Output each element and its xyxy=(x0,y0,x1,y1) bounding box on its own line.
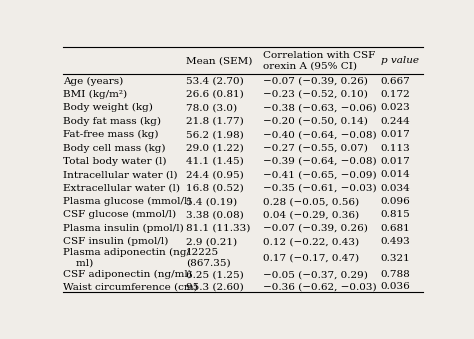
Text: 78.0 (3.0): 78.0 (3.0) xyxy=(186,103,237,113)
Text: CSF adiponectin (ng/ml): CSF adiponectin (ng/ml) xyxy=(63,270,192,279)
Text: 0.788: 0.788 xyxy=(381,270,410,279)
Text: 0.023: 0.023 xyxy=(381,103,410,113)
Text: 12225
(867.35): 12225 (867.35) xyxy=(186,248,231,268)
Text: −0.23 (−0.52, 0.10): −0.23 (−0.52, 0.10) xyxy=(263,90,368,99)
Text: Waist circumference (cm): Waist circumference (cm) xyxy=(63,282,198,291)
Text: 2.9 (0.21): 2.9 (0.21) xyxy=(186,237,237,246)
Text: −0.41 (−0.65, −0.09): −0.41 (−0.65, −0.09) xyxy=(263,170,377,179)
Text: 16.8 (0.52): 16.8 (0.52) xyxy=(186,184,244,193)
Text: 0.17 (−0.17, 0.47): 0.17 (−0.17, 0.47) xyxy=(263,254,359,263)
Text: Correlation with CSF
orexin A (95% CI): Correlation with CSF orexin A (95% CI) xyxy=(263,51,375,71)
Text: CSF insulin (pmol/l): CSF insulin (pmol/l) xyxy=(63,237,168,246)
Text: Plasma glucose (mmol/l): Plasma glucose (mmol/l) xyxy=(63,197,191,206)
Text: 0.096: 0.096 xyxy=(381,197,410,206)
Text: BMI (kg/m²): BMI (kg/m²) xyxy=(63,90,127,99)
Text: −0.38 (−0.63, −0.06): −0.38 (−0.63, −0.06) xyxy=(263,103,377,113)
Text: 0.321: 0.321 xyxy=(381,254,410,263)
Text: −0.07 (−0.39, 0.26): −0.07 (−0.39, 0.26) xyxy=(263,77,368,86)
Text: −0.20 (−0.50, 0.14): −0.20 (−0.50, 0.14) xyxy=(263,117,368,126)
Text: 81.1 (11.33): 81.1 (11.33) xyxy=(186,224,250,233)
Text: Body fat mass (kg): Body fat mass (kg) xyxy=(63,117,161,126)
Text: 0.681: 0.681 xyxy=(381,224,410,233)
Text: 5.4 (0.19): 5.4 (0.19) xyxy=(186,197,237,206)
Text: Extracellular water (l): Extracellular water (l) xyxy=(63,184,180,193)
Text: −0.39 (−0.64, −0.08): −0.39 (−0.64, −0.08) xyxy=(263,157,377,166)
Text: Plasma insulin (pmol/l): Plasma insulin (pmol/l) xyxy=(63,224,183,233)
Text: Body weight (kg): Body weight (kg) xyxy=(63,103,153,113)
Text: 0.113: 0.113 xyxy=(381,143,410,153)
Text: −0.40 (−0.64, −0.08): −0.40 (−0.64, −0.08) xyxy=(263,130,377,139)
Text: 0.667: 0.667 xyxy=(381,77,410,86)
Text: 0.034: 0.034 xyxy=(381,184,410,193)
Text: 21.8 (1.77): 21.8 (1.77) xyxy=(186,117,244,126)
Text: −0.35 (−0.61, −0.03): −0.35 (−0.61, −0.03) xyxy=(263,184,377,193)
Text: 26.6 (0.81): 26.6 (0.81) xyxy=(186,90,244,99)
Text: Body cell mass (kg): Body cell mass (kg) xyxy=(63,143,165,153)
Text: 0.172: 0.172 xyxy=(381,90,410,99)
Text: 0.017: 0.017 xyxy=(381,130,410,139)
Text: 41.1 (1.45): 41.1 (1.45) xyxy=(186,157,244,166)
Text: 0.017: 0.017 xyxy=(381,157,410,166)
Text: 0.014: 0.014 xyxy=(381,170,410,179)
Text: −0.07 (−0.39, 0.26): −0.07 (−0.39, 0.26) xyxy=(263,224,368,233)
Text: Mean (SEM): Mean (SEM) xyxy=(186,56,252,65)
Text: 0.28 (−0.05, 0.56): 0.28 (−0.05, 0.56) xyxy=(263,197,359,206)
Text: CSF glucose (mmol/l): CSF glucose (mmol/l) xyxy=(63,211,176,219)
Text: 53.4 (2.70): 53.4 (2.70) xyxy=(186,77,244,86)
Text: p value: p value xyxy=(381,56,419,65)
Text: 0.04 (−0.29, 0.36): 0.04 (−0.29, 0.36) xyxy=(263,211,359,219)
Text: −0.36 (−0.62, −0.03): −0.36 (−0.62, −0.03) xyxy=(263,282,377,291)
Text: Total body water (l): Total body water (l) xyxy=(63,157,166,166)
Text: 0.244: 0.244 xyxy=(381,117,410,126)
Text: 56.2 (1.98): 56.2 (1.98) xyxy=(186,130,244,139)
Text: 95.3 (2.60): 95.3 (2.60) xyxy=(186,282,244,291)
Text: −0.27 (−0.55, 0.07): −0.27 (−0.55, 0.07) xyxy=(263,143,368,153)
Text: 3.38 (0.08): 3.38 (0.08) xyxy=(186,211,244,219)
Text: −0.05 (−0.37, 0.29): −0.05 (−0.37, 0.29) xyxy=(263,270,368,279)
Text: 0.493: 0.493 xyxy=(381,237,410,246)
Text: 29.0 (1.22): 29.0 (1.22) xyxy=(186,143,244,153)
Text: 24.4 (0.95): 24.4 (0.95) xyxy=(186,170,244,179)
Text: Age (years): Age (years) xyxy=(63,77,123,86)
Text: Fat-free mass (kg): Fat-free mass (kg) xyxy=(63,130,158,139)
Text: 6.25 (1.25): 6.25 (1.25) xyxy=(186,270,244,279)
Text: Intracellular water (l): Intracellular water (l) xyxy=(63,170,177,179)
Text: 0.12 (−0.22, 0.43): 0.12 (−0.22, 0.43) xyxy=(263,237,359,246)
Text: 0.815: 0.815 xyxy=(381,211,410,219)
Text: 0.036: 0.036 xyxy=(381,282,410,291)
Text: Plasma adiponectin (ng/
    ml): Plasma adiponectin (ng/ ml) xyxy=(63,248,190,268)
